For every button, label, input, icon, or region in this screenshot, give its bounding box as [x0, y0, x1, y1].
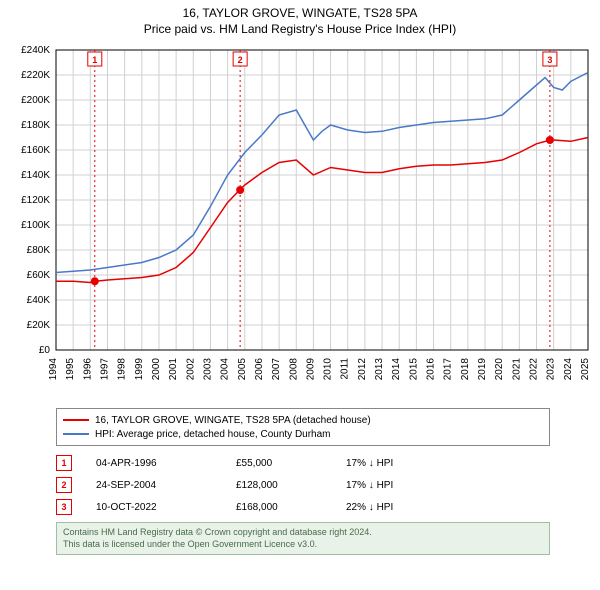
svg-text:2: 2 [238, 55, 243, 65]
event-row: 2 24-SEP-2004£128,00017% ↓ HPI [56, 474, 536, 496]
svg-text:£240K: £240K [21, 45, 50, 56]
svg-text:£40K: £40K [27, 295, 51, 306]
attribution: Contains HM Land Registry data © Crown c… [56, 522, 550, 555]
svg-text:2013: 2013 [374, 358, 385, 381]
attribution-line1: Contains HM Land Registry data © Crown c… [63, 527, 543, 539]
plot-area: £0 £20K £40K £60K £80K £100K £120K £140K £160K £1… [0, 40, 600, 400]
legend-swatch [63, 433, 89, 435]
svg-text:2012: 2012 [357, 358, 368, 381]
chart-container: 16, TAYLOR GROVE, WINGATE, TS28 5PA Pric… [0, 0, 600, 555]
svg-text:2010: 2010 [323, 358, 334, 381]
event-row: 3 10-OCT-2022£168,00022% ↓ HPI [56, 496, 536, 518]
event-date: 10-OCT-2022 [96, 502, 236, 513]
legend-label: HPI: Average price, detached house, Coun… [95, 429, 331, 440]
svg-text:£0: £0 [39, 345, 51, 356]
svg-text:2017: 2017 [443, 358, 454, 381]
event-delta: 22% ↓ HPI [346, 502, 466, 513]
svg-text:£120K: £120K [21, 195, 50, 206]
plot-svg: £0 £20K £40K £60K £80K £100K £120K £140K £160K £1… [0, 40, 600, 400]
legend-label: 16, TAYLOR GROVE, WINGATE, TS28 5PA (det… [95, 415, 371, 426]
event-date: 24-SEP-2004 [96, 480, 236, 491]
svg-text:2004: 2004 [220, 358, 231, 381]
title-area: 16, TAYLOR GROVE, WINGATE, TS28 5PA Pric… [0, 0, 600, 40]
svg-text:2015: 2015 [408, 358, 419, 381]
svg-text:1: 1 [92, 55, 97, 65]
svg-text:2000: 2000 [151, 358, 162, 381]
svg-text:2021: 2021 [511, 358, 522, 381]
svg-text:1995: 1995 [65, 358, 76, 381]
svg-text:£80K: £80K [27, 245, 51, 256]
svg-text:2002: 2002 [185, 358, 196, 381]
svg-text:2024: 2024 [563, 358, 574, 381]
svg-text:2020: 2020 [494, 358, 505, 381]
legend-row: 16, TAYLOR GROVE, WINGATE, TS28 5PA (det… [63, 413, 543, 427]
svg-text:2006: 2006 [254, 358, 265, 381]
legend-row: HPI: Average price, detached house, Coun… [63, 427, 543, 441]
event-table: 1 04-APR-1996£55,00017% ↓ HPI 2 24-SEP-2004… [56, 452, 536, 518]
svg-text:2009: 2009 [305, 358, 316, 381]
svg-text:2005: 2005 [237, 358, 248, 381]
svg-text:2003: 2003 [202, 358, 213, 381]
svg-text:3: 3 [547, 55, 552, 65]
svg-text:2025: 2025 [580, 358, 591, 381]
svg-text:£20K: £20K [27, 320, 51, 331]
svg-text:2011: 2011 [340, 358, 351, 380]
svg-text:2008: 2008 [288, 358, 299, 381]
title-main: 16, TAYLOR GROVE, WINGATE, TS28 5PA [0, 6, 600, 20]
event-marker: 3 [56, 499, 72, 515]
svg-text:£100K: £100K [21, 220, 50, 231]
svg-text:£60K: £60K [27, 270, 51, 281]
svg-text:£160K: £160K [21, 145, 50, 156]
svg-text:1994: 1994 [48, 358, 59, 381]
svg-text:2018: 2018 [460, 358, 471, 381]
event-delta: 17% ↓ HPI [346, 458, 466, 469]
svg-text:£180K: £180K [21, 120, 50, 131]
svg-text:£220K: £220K [21, 70, 50, 81]
svg-text:1996: 1996 [82, 358, 93, 381]
legend: 16, TAYLOR GROVE, WINGATE, TS28 5PA (det… [56, 408, 550, 446]
event-price: £128,000 [236, 480, 346, 491]
svg-text:2019: 2019 [477, 358, 488, 381]
event-marker: 2 [56, 477, 72, 493]
event-price: £55,000 [236, 458, 346, 469]
svg-text:£200K: £200K [21, 95, 50, 106]
legend-swatch [63, 419, 89, 421]
svg-text:2016: 2016 [426, 358, 437, 381]
svg-text:£140K: £140K [21, 170, 50, 181]
svg-text:2001: 2001 [168, 358, 179, 381]
svg-text:1999: 1999 [134, 358, 145, 381]
svg-text:2023: 2023 [546, 358, 557, 381]
svg-text:1997: 1997 [99, 358, 110, 381]
event-marker: 1 [56, 455, 72, 471]
event-delta: 17% ↓ HPI [346, 480, 466, 491]
svg-text:2014: 2014 [391, 358, 402, 381]
event-row: 1 04-APR-1996£55,00017% ↓ HPI [56, 452, 536, 474]
attribution-line2: This data is licensed under the Open Gov… [63, 539, 543, 551]
event-price: £168,000 [236, 502, 346, 513]
svg-text:2022: 2022 [529, 358, 540, 381]
svg-text:1998: 1998 [117, 358, 128, 381]
event-date: 04-APR-1996 [96, 458, 236, 469]
svg-text:2007: 2007 [271, 358, 282, 381]
title-sub: Price paid vs. HM Land Registry's House … [0, 22, 600, 36]
